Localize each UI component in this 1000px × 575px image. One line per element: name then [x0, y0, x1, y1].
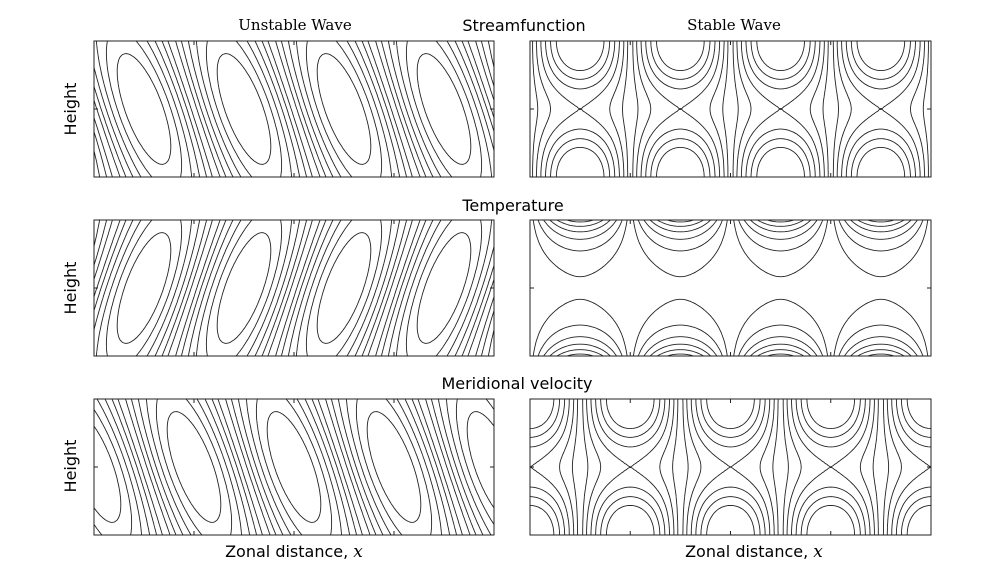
panel-frame [94, 399, 494, 535]
contour-negative-1 [206, 41, 481, 177]
column-title-stable: Stable Wave [687, 16, 781, 34]
contour-positive-10 [557, 220, 804, 356]
contour-negative-3 [138, 399, 449, 535]
contour-positive-6 [94, 41, 494, 177]
contour-negative-3 [94, 41, 494, 177]
panel-temperature-unstable [94, 220, 494, 356]
contour-negative-0 [667, 220, 894, 356]
contour-negative-2 [196, 220, 491, 356]
contour-negative-1 [206, 220, 481, 356]
panel-meridional-velocity-unstable [94, 399, 494, 535]
contour-negative-5 [94, 41, 494, 177]
contour-positive-9 [550, 220, 811, 356]
panel-temperature-stable [530, 220, 931, 356]
contour-positive-9 [96, 220, 391, 356]
contour-positive-8 [94, 220, 494, 356]
xlabel-right-variable: x [813, 542, 823, 562]
ylabel-meridional-velocity: Height [61, 440, 80, 493]
contour-positive-9 [96, 41, 391, 177]
contour-positive-6 [118, 399, 470, 535]
contour-negative-4 [94, 41, 494, 177]
contour-positive-6 [533, 220, 827, 356]
panel-frame [530, 220, 931, 356]
contour-positive-7 [94, 220, 494, 356]
xlabel-left-variable: x [353, 542, 363, 562]
panel-frame [94, 41, 494, 177]
contour-positive-8 [530, 399, 931, 535]
contour-positive-7 [112, 399, 476, 535]
contour-positive-7 [94, 41, 494, 177]
panel-frame [94, 220, 494, 356]
contour-positive-6 [94, 220, 494, 356]
contour-positive-10 [106, 41, 381, 177]
contour-negative-5 [633, 220, 927, 356]
contour-negative-4 [94, 220, 494, 356]
contour-positive-8 [94, 41, 494, 177]
contour-positive-7 [538, 220, 823, 356]
row-title-temperature: Temperature [461, 196, 563, 215]
ylabel-temperature: Height [61, 262, 80, 315]
contour-negative-4 [638, 220, 923, 356]
contour-negative-1 [156, 399, 431, 535]
panel-streamfunction-unstable [94, 41, 494, 177]
xlabel-left-text: Zonal distance, [225, 542, 353, 561]
ylabel-streamfunction: Height [61, 83, 80, 136]
contour-negative-2 [146, 399, 441, 535]
contour-positive-10 [94, 399, 494, 535]
contour-positive-10 [106, 220, 381, 356]
contour-positive-8 [544, 220, 817, 356]
contour-negative-2 [650, 220, 911, 356]
contour-negative-3 [94, 220, 494, 356]
contour-negative-1 [657, 220, 904, 356]
contour-positive-11 [567, 220, 794, 356]
xlabel-right: Zonal distance, x [685, 542, 823, 562]
panel-meridional-velocity-stable [530, 399, 931, 535]
panel-streamfunction-stable [530, 41, 931, 177]
column-title-unstable: Unstable Wave [238, 16, 352, 34]
xlabel-right-text: Zonal distance, [685, 542, 813, 561]
row-title-meridional-velocity: Meridional velocity [441, 374, 592, 393]
xlabel-left: Zonal distance, x [225, 542, 363, 562]
row-title-streamfunction: Streamfunction [462, 16, 585, 35]
contour-negative-5 [126, 399, 463, 535]
panel-frame [530, 41, 931, 177]
contour-negative-2 [196, 41, 491, 177]
contour-negative-3 [644, 220, 917, 356]
contour-negative-5 [94, 220, 494, 356]
